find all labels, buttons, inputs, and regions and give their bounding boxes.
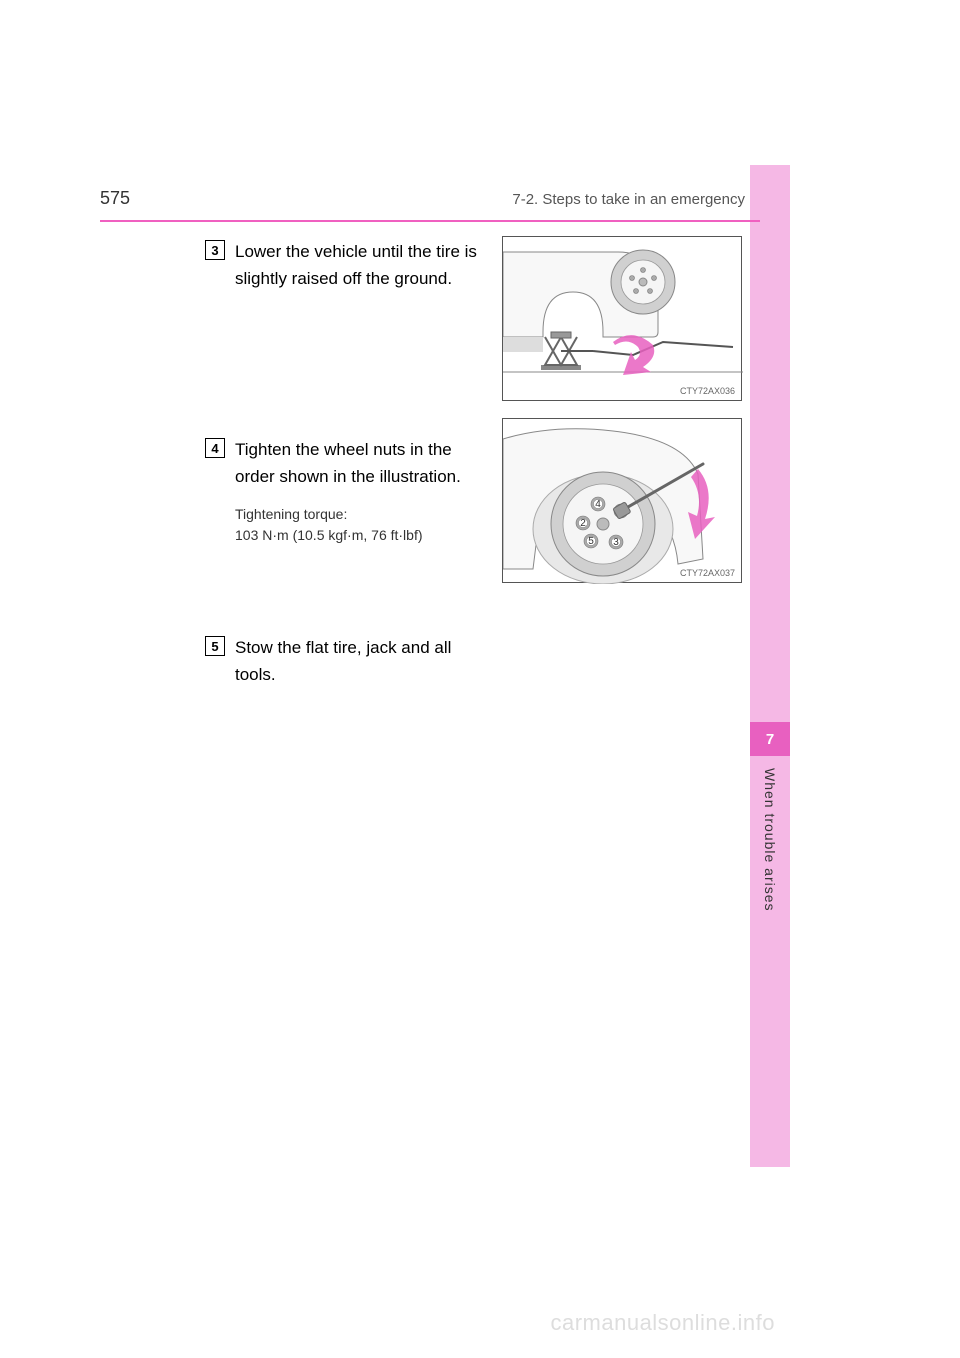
jack-icon	[541, 332, 593, 370]
chapter-tab: 7	[750, 722, 790, 756]
figure-label: CTY72AX036	[680, 386, 735, 396]
section-title: 7-2. Steps to take in an emergency	[512, 191, 745, 208]
step-number-box: 3	[205, 240, 225, 260]
page-number: 575	[100, 188, 130, 209]
page-header: 575 7-2. Steps to take in an emergency	[100, 188, 745, 209]
lug-illustration: 1 2 3 4 5	[503, 419, 743, 584]
step-number-box: 4	[205, 438, 225, 458]
step-5: 5 Stow the flat tire, jack and all tools…	[205, 634, 495, 688]
step-text: Lower the vehicle until the tire is slig…	[235, 238, 495, 292]
content-column: 3 Lower the vehicle until the tire is sl…	[205, 238, 495, 716]
step-number: 5	[211, 639, 218, 654]
step-text: Tighten the wheel nuts in the order show…	[235, 436, 495, 490]
watermark: carmanualsonline.info	[550, 1310, 775, 1336]
lug-number-3: 3	[613, 537, 619, 548]
lug-number-4: 4	[595, 499, 601, 510]
chapter-label-container: When trouble arises	[750, 768, 790, 968]
step-text: Stow the flat tire, jack and all tools.	[235, 634, 495, 688]
chapter-label: When trouble arises	[762, 768, 778, 912]
step-4: 4 Tighten the wheel nuts in the order sh…	[205, 436, 495, 606]
lug-number-5: 5	[588, 536, 594, 547]
jack-illustration	[503, 237, 743, 402]
step-subtext: Tightening torque: 103 N·m (10.5 kgf·m, …	[235, 504, 495, 546]
lug-number-2: 2	[580, 518, 586, 529]
step-number: 3	[211, 243, 218, 258]
side-tab-background	[750, 165, 790, 1167]
chapter-number: 7	[766, 731, 774, 748]
figure-label: CTY72AX037	[680, 568, 735, 578]
figure-lug-tightening: 1 2 3 4 5 CTY72AX037	[502, 418, 742, 583]
step-number: 4	[211, 441, 218, 456]
step-3: 3 Lower the vehicle until the tire is sl…	[205, 238, 495, 408]
header-rule	[100, 220, 760, 222]
figure-jack-lowering: CTY72AX036	[502, 236, 742, 401]
step-number-box: 5	[205, 636, 225, 656]
